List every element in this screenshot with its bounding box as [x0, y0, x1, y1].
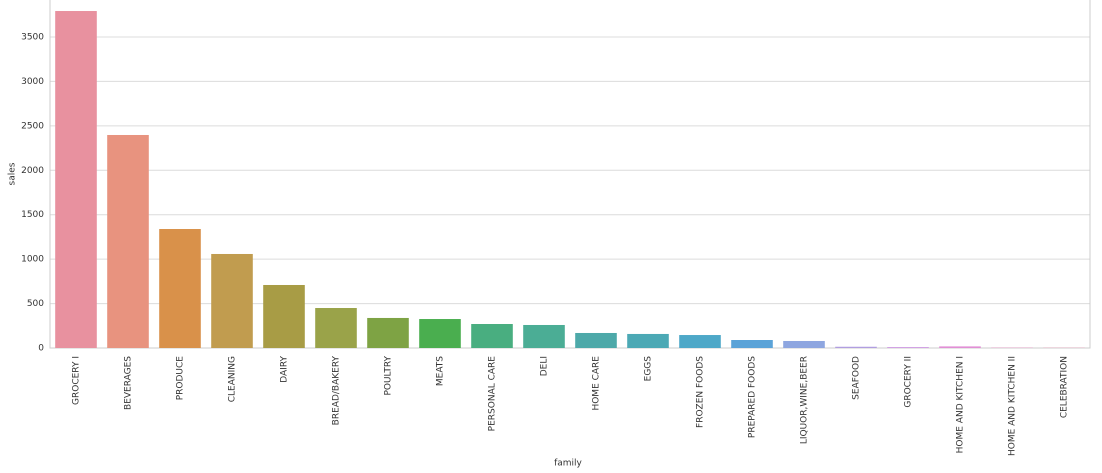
bar	[575, 332, 617, 348]
bar	[835, 346, 877, 348]
x-tick-label: HOME AND KITCHEN I	[956, 356, 966, 453]
x-tick-label: LIQUOR,WINE,BEER	[800, 356, 810, 444]
x-tick-label: PREPARED FOODS	[748, 356, 758, 438]
x-tick-label: BREAD/BAKERY	[332, 355, 342, 425]
x-tick-label: HOME CARE	[592, 356, 602, 411]
y-tick-label: 2500	[21, 121, 44, 131]
y-tick-label: 3000	[21, 77, 44, 87]
x-tick-label: EGGS	[644, 356, 654, 382]
bar	[731, 340, 773, 348]
bar	[471, 324, 513, 348]
x-tick-label: POULTRY	[384, 355, 394, 395]
x-tick-label: SEAFOOD	[852, 356, 862, 400]
x-tick-label: BEVERAGES	[124, 356, 134, 410]
bar	[939, 346, 981, 348]
bar	[107, 134, 149, 348]
bar	[159, 229, 201, 348]
y-tick-label: 1500	[21, 210, 44, 220]
x-axis-label: family	[554, 459, 582, 469]
bar	[887, 347, 929, 348]
x-tick-label: CLEANING	[228, 356, 238, 402]
bar	[419, 319, 461, 348]
x-tick-label: CELEBRATION	[1060, 356, 1070, 418]
x-tick-label: GROCERY I	[72, 356, 82, 405]
bar	[315, 308, 357, 348]
y-tick-label: 2000	[21, 166, 44, 176]
x-tick-label: PRODUCE	[176, 356, 186, 401]
bar	[783, 340, 825, 348]
plot-frame	[49, 0, 1091, 349]
x-tick-label: DAIRY	[280, 356, 290, 383]
y-tick-label: 0	[38, 344, 44, 354]
bar	[523, 324, 565, 348]
bar	[627, 333, 669, 348]
bar	[367, 317, 409, 348]
x-tick-label: HOME AND KITCHEN II	[1008, 356, 1018, 456]
x-tick-label: DELI	[540, 356, 550, 376]
y-tick-label: 1000	[21, 255, 44, 265]
bar	[211, 253, 253, 348]
y-tick-label: 3500	[21, 32, 44, 42]
bar	[263, 284, 305, 348]
x-tick-label: FROZEN FOODS	[696, 356, 706, 428]
bar	[55, 11, 97, 348]
bar	[679, 335, 721, 348]
x-tick-label: MEATS	[436, 356, 446, 386]
y-tick-label: 500	[27, 299, 44, 309]
x-tick-label: GROCERY II	[904, 356, 914, 408]
x-tick-label: PERSONAL CARE	[488, 356, 498, 432]
y-axis-label: sales	[8, 162, 18, 185]
